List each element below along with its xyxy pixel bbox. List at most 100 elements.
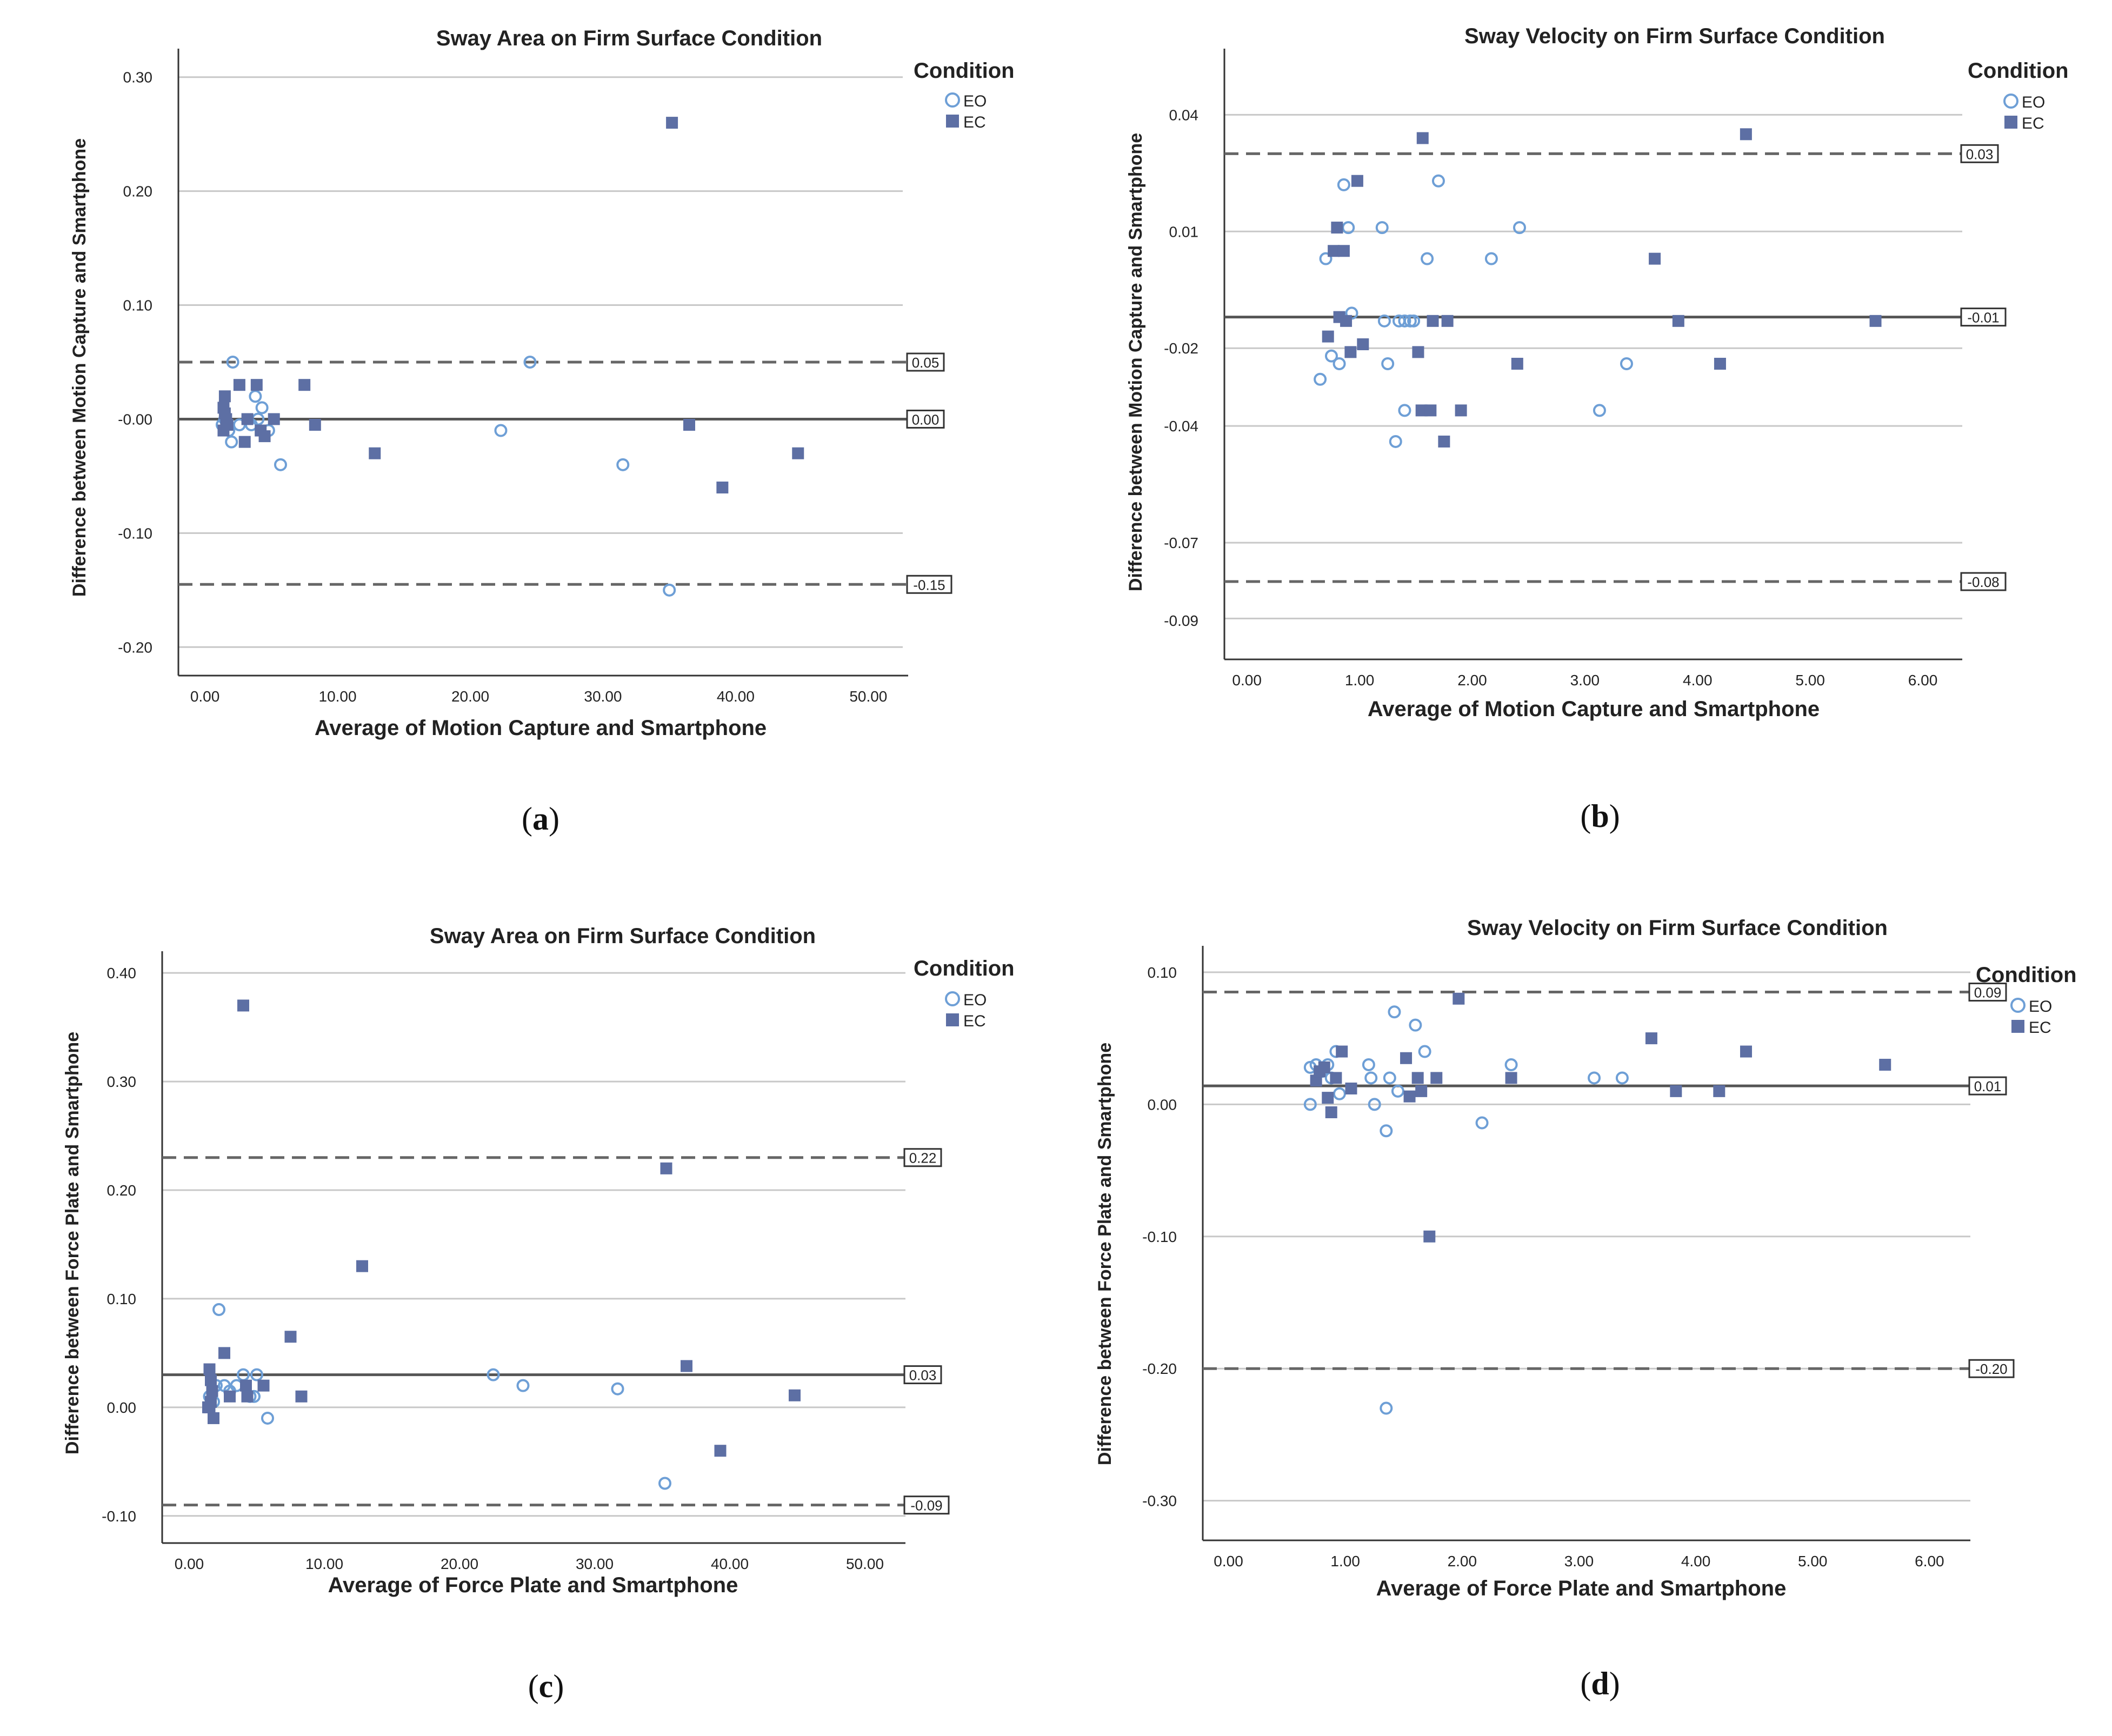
point-a-eo-14 — [663, 583, 676, 597]
x-tick-label-d-0: 0.00 — [1214, 1553, 1243, 1570]
plot-area-c: 0.40 0.30 0.20 0.10 0.00 -0.10 0.00 10.00 20.00 3… — [102, 951, 950, 1572]
x-tick-label-a-3: 30.00 — [584, 688, 622, 705]
point-d-ec-8 — [1400, 1052, 1413, 1064]
point-a-eo-2 — [225, 435, 238, 449]
legend-title-b: Condition — [1968, 59, 2069, 83]
x-axis-label-d: Average of Force Plate and Smartphone — [1376, 1577, 1787, 1600]
panel-d: Sway Velocity on Firm Surface Condition … — [1095, 916, 2077, 1701]
point-a-ec-6 — [233, 379, 245, 391]
point-b-eo-11 — [1398, 314, 1411, 328]
point-a-eo-8 — [274, 458, 287, 471]
point-b-eo-13 — [1407, 314, 1421, 328]
point-b-eo-2 — [1324, 349, 1338, 363]
reference-label-a-2: -0.15 — [913, 577, 945, 593]
legend-ec-marker-c — [946, 1013, 959, 1026]
point-a-ec-12 — [268, 413, 280, 425]
reference-label-d-2: -0.20 — [1975, 1361, 2007, 1377]
point-c-eo-11 — [516, 1379, 530, 1392]
point-b-ec-21 — [1740, 128, 1752, 141]
point-c-ec-19 — [202, 1401, 214, 1413]
point-a-ec-8 — [241, 413, 254, 425]
plot-area-a: 0.30 0.20 0.10 -0.00 -0.10 -0.20 0.00 10.00 20.0… — [118, 49, 952, 705]
point-b-ec-19 — [1672, 315, 1684, 327]
point-b-ec-10 — [1415, 404, 1428, 417]
point-a-ec-17 — [683, 419, 695, 431]
point-b-eo-21 — [1398, 404, 1411, 417]
point-a-ec-16 — [666, 117, 678, 129]
point-c-eo-0 — [212, 1303, 225, 1317]
x-tick-label-b-2: 2.00 — [1457, 672, 1487, 689]
x-tick-label-c-5: 50.00 — [846, 1555, 884, 1572]
legend-ec-label-c: EC — [963, 1012, 986, 1030]
point-d-ec-16 — [1645, 1032, 1657, 1045]
point-c-ec-0 — [203, 1363, 216, 1376]
point-a-eo-0 — [226, 356, 239, 369]
chart-title-d: Sway Velocity on Firm Surface Condition — [1467, 916, 1888, 940]
x-tick-label-a-0: 0.00 — [190, 688, 220, 705]
y-tick-label-d-3: -0.20 — [1142, 1360, 1177, 1377]
x-axis-label-b: Average of Motion Capture and Smartphone — [1368, 697, 1820, 721]
point-d-ec-3 — [1322, 1092, 1334, 1104]
point-a-ec-13 — [298, 379, 311, 391]
point-b-ec-20 — [1714, 357, 1726, 370]
x-tick-label-b-1: 1.00 — [1345, 672, 1375, 689]
y-tick-label-d-1: 0.00 — [1148, 1096, 1177, 1113]
legend-ec-marker-b — [2004, 116, 2017, 129]
point-c-ec-18 — [789, 1389, 801, 1401]
point-a-ec-4 — [218, 407, 231, 419]
point-c-ec-6 — [218, 1347, 230, 1359]
x-tick-label-d-1: 1.00 — [1330, 1553, 1360, 1570]
reference-label-box-d-2 — [1968, 1359, 2015, 1378]
point-c-ec-14 — [356, 1260, 368, 1272]
point-b-eo-20 — [1389, 435, 1402, 448]
point-d-eo-17 — [1504, 1058, 1518, 1071]
point-a-eo-6 — [255, 401, 269, 415]
x-axis-label-c: Average of Force Plate and Smartphone — [328, 1573, 738, 1597]
point-b-ec-4 — [1337, 245, 1350, 257]
legend-ec-label-b: EC — [2022, 115, 2044, 132]
point-d-eo-20 — [1303, 1098, 1317, 1111]
point-b-ec-6 — [1344, 346, 1357, 358]
point-c-ec-1 — [205, 1374, 217, 1386]
point-d-ec-6 — [1336, 1045, 1348, 1058]
caption-d: (d) — [1580, 1666, 1620, 1701]
reference-label-box-d-1 — [1968, 1076, 2007, 1096]
legend-title-c: Condition — [914, 957, 1015, 980]
point-a-ec-15 — [369, 447, 381, 459]
point-d-ec-19 — [1740, 1045, 1753, 1058]
x-tick-label-b-4: 4.00 — [1683, 672, 1713, 689]
legend-eo-label-a: EO — [963, 92, 987, 110]
reference-label-a-1: 0.00 — [912, 411, 940, 428]
chart-title-b: Sway Velocity on Firm Surface Condition — [1464, 24, 1885, 48]
legend-title-a: Condition — [914, 59, 1015, 83]
point-b-eo-3 — [1333, 357, 1346, 370]
point-b-eo-7 — [1375, 221, 1389, 235]
point-a-ec-18 — [716, 482, 729, 493]
point-a-eo-13 — [616, 458, 630, 471]
y-tick-label-a-5: -0.20 — [118, 639, 152, 656]
point-c-ec-9 — [240, 1379, 252, 1392]
legend-ec-label-d: EC — [2029, 1019, 2051, 1037]
reference-label-c-0: 0.22 — [909, 1150, 937, 1166]
point-c-ec-12 — [284, 1331, 297, 1343]
point-a-ec-19 — [792, 447, 804, 459]
x-tick-label-d-6: 6.00 — [1915, 1553, 1944, 1570]
point-b-eo-1 — [1319, 252, 1333, 265]
point-c-ec-10 — [241, 1390, 254, 1403]
point-c-eo-6 — [250, 1368, 263, 1381]
point-d-ec-13 — [1430, 1072, 1443, 1084]
point-a-ec-9 — [250, 379, 263, 391]
plot-area-b: 0.04 0.01 -0.02 -0.04 -0.07 -0.09 0.00 1.00 2.00… — [1164, 49, 2007, 689]
chart-title-a: Sway Area on Firm Surface Condition — [436, 26, 822, 50]
point-d-eo-16 — [1475, 1116, 1489, 1130]
reference-label-box-b-0 — [1960, 144, 1999, 163]
legend-ec-marker-a — [946, 115, 959, 128]
point-b-ec-0 — [1322, 330, 1334, 343]
y-axis-label-a: Difference between Motion Capture and Sm… — [69, 138, 90, 597]
x-tick-label-c-3: 30.00 — [576, 1555, 614, 1572]
point-b-ec-17 — [1511, 357, 1523, 370]
point-d-ec-11 — [1415, 1085, 1428, 1097]
reference-label-c-2: -0.09 — [910, 1498, 942, 1514]
reference-label-box-c-1 — [903, 1365, 942, 1385]
point-d-ec-12 — [1423, 1230, 1436, 1243]
